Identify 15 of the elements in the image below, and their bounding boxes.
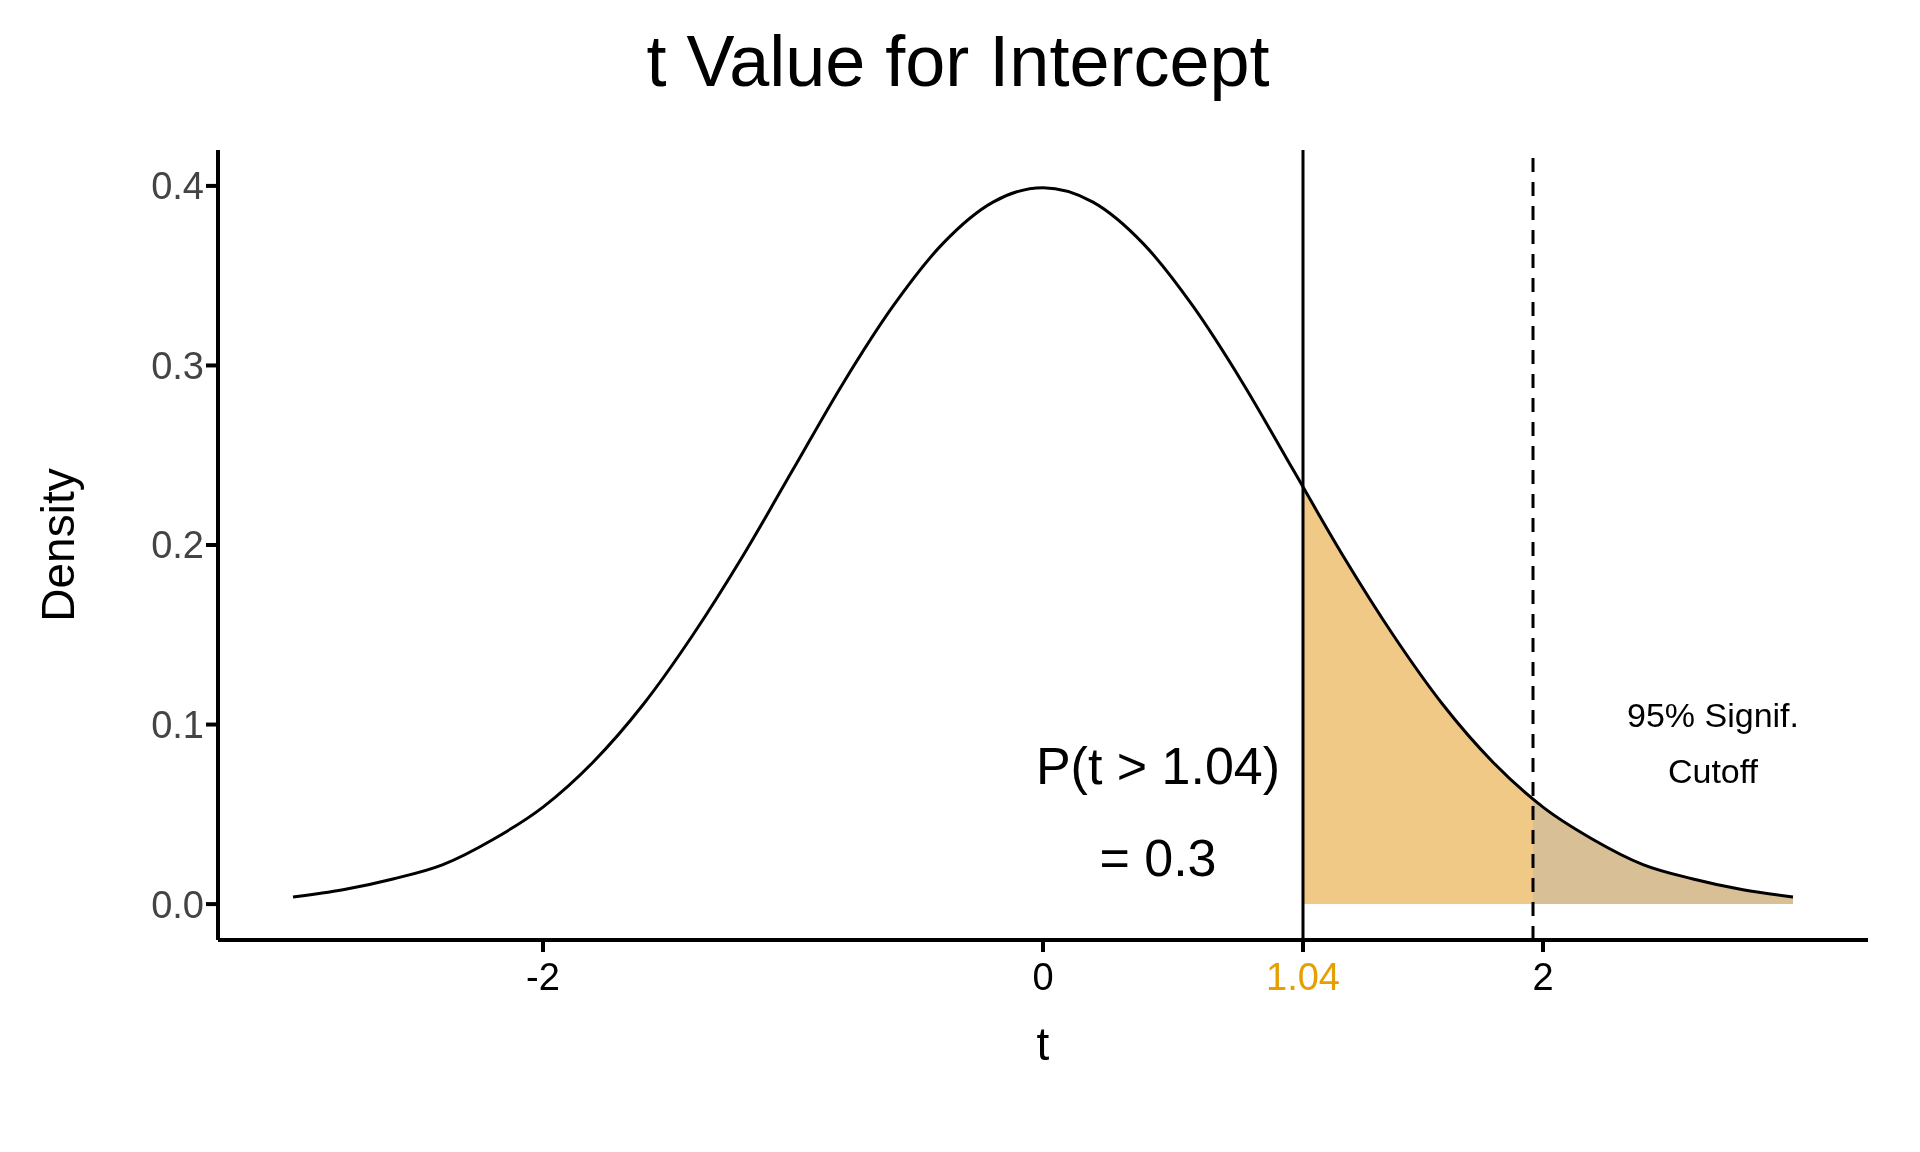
- y-tick-label: 0.3: [151, 344, 204, 387]
- y-tick-label: 0.2: [151, 524, 204, 567]
- y-axis-title: Density: [32, 468, 85, 622]
- x-axis-title: t: [1036, 1018, 1050, 1070]
- y-tick-label: 0.4: [151, 165, 204, 208]
- x-tick-label: -2: [526, 956, 560, 998]
- chart-title: t Value for Intercept: [645, 20, 1271, 103]
- y-tick-label: 0.0: [151, 883, 204, 926]
- annotation: P(t > 1.04): [1034, 736, 1282, 797]
- ref-line-label: 95% Signif. Cutoff: [1627, 695, 1799, 790]
- y-tick-label: 0.1: [151, 704, 204, 747]
- x-tick-label: 2: [1532, 956, 1554, 998]
- x-tick-label: 0: [1032, 956, 1054, 998]
- annotation: = 0.3: [1098, 828, 1218, 889]
- x-tick-label: 1.04: [1266, 956, 1340, 998]
